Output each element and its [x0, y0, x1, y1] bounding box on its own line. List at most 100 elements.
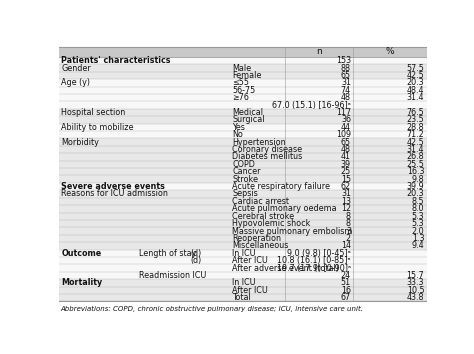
Text: 39.9: 39.9: [407, 182, 424, 191]
Text: 20.3: 20.3: [407, 189, 424, 199]
Text: 20.3: 20.3: [407, 78, 424, 87]
Text: 25: 25: [341, 167, 351, 176]
Text: 65: 65: [341, 138, 351, 147]
Text: 71.2: 71.2: [407, 130, 424, 139]
Text: Gender: Gender: [62, 63, 91, 73]
Text: Outcome: Outcome: [62, 249, 102, 258]
Text: 16: 16: [341, 286, 351, 295]
Text: 62: 62: [341, 182, 351, 191]
Text: Miscellaneous: Miscellaneous: [232, 241, 289, 250]
Text: 57.5: 57.5: [407, 63, 424, 73]
Text: Age (y): Age (y): [62, 78, 91, 87]
Bar: [59, 264, 427, 272]
Text: 8.5: 8.5: [412, 197, 424, 206]
Text: 3: 3: [346, 227, 351, 235]
Text: 5.3: 5.3: [412, 212, 424, 221]
Text: Female: Female: [232, 71, 262, 80]
Bar: [59, 212, 427, 220]
Text: Total: Total: [232, 293, 251, 302]
Text: 8: 8: [346, 219, 351, 228]
Text: 33.3: 33.3: [407, 278, 424, 287]
Text: Reasons for ICU admission: Reasons for ICU admission: [62, 189, 168, 199]
Text: 36: 36: [341, 115, 351, 124]
Text: Hypovolemic shock: Hypovolemic shock: [232, 219, 310, 228]
Bar: [59, 109, 427, 116]
Bar: [59, 138, 427, 146]
Text: 74: 74: [341, 86, 351, 95]
Text: 31: 31: [341, 78, 351, 87]
Text: 88: 88: [341, 63, 351, 73]
Text: 109: 109: [336, 130, 351, 139]
Bar: [59, 161, 427, 168]
Text: 28.8: 28.8: [407, 123, 424, 132]
Text: 42.5: 42.5: [407, 71, 424, 80]
Text: 9.8: 9.8: [412, 175, 424, 184]
Bar: [59, 242, 427, 250]
Text: 48: 48: [341, 93, 351, 102]
Text: Medical: Medical: [232, 108, 263, 117]
Text: 1.3: 1.3: [412, 234, 424, 243]
Text: 39: 39: [341, 160, 351, 169]
Text: 67.0 (15.1) [16-96]ᵃ: 67.0 (15.1) [16-96]ᵃ: [272, 101, 351, 110]
Text: 10.8 (16.1) [0-85]ᵃ: 10.8 (16.1) [0-85]ᵃ: [277, 256, 351, 265]
Bar: [59, 57, 427, 64]
Text: Male: Male: [232, 63, 251, 73]
Text: 117: 117: [336, 108, 351, 117]
Text: 19.7 (17.9) [0-90]ᵃ: 19.7 (17.9) [0-90]ᵃ: [277, 264, 351, 273]
Text: 48: 48: [341, 145, 351, 154]
Bar: [59, 287, 427, 294]
Text: Yes: Yes: [232, 123, 245, 132]
Text: 23.5: 23.5: [407, 115, 424, 124]
Bar: [59, 250, 427, 257]
Text: Mortality: Mortality: [62, 278, 103, 287]
Text: 16.3: 16.3: [407, 167, 424, 176]
Bar: [59, 94, 427, 101]
Text: Length of stay: Length of stay: [138, 249, 196, 258]
Bar: [59, 183, 427, 190]
Text: Hospital section: Hospital section: [62, 108, 126, 117]
Text: ≥76: ≥76: [232, 93, 249, 102]
Bar: [59, 47, 427, 57]
Bar: [59, 124, 427, 131]
Text: Acute pulmonary oedema: Acute pulmonary oedema: [232, 204, 337, 213]
Bar: [59, 198, 427, 205]
Text: n: n: [316, 47, 322, 56]
Text: Cancer: Cancer: [232, 167, 261, 176]
Text: Patients' characteristics: Patients' characteristics: [62, 56, 171, 65]
Text: In ICU: In ICU: [232, 249, 256, 258]
Text: 26.8: 26.8: [407, 153, 424, 161]
Text: 67: 67: [341, 293, 351, 302]
Text: After adverse event (total): After adverse event (total): [232, 264, 339, 273]
Bar: [59, 168, 427, 176]
Bar: [59, 227, 427, 235]
Text: 31: 31: [341, 189, 351, 199]
Text: Surgical: Surgical: [232, 115, 265, 124]
Text: (d): (d): [190, 256, 201, 265]
Bar: [59, 176, 427, 183]
Text: 41: 41: [341, 153, 351, 161]
Bar: [59, 116, 427, 124]
Text: 13: 13: [341, 197, 351, 206]
Bar: [59, 294, 427, 301]
Text: 10.5: 10.5: [407, 286, 424, 295]
Text: %: %: [385, 47, 394, 56]
Text: 76.5: 76.5: [407, 108, 424, 117]
Text: 8.0: 8.0: [412, 204, 424, 213]
Text: Severe adverse events: Severe adverse events: [62, 182, 165, 191]
Bar: [59, 235, 427, 242]
Text: After ICU: After ICU: [232, 286, 268, 295]
Bar: [59, 79, 427, 87]
Text: Hypertension: Hypertension: [232, 138, 286, 147]
Text: 42.5: 42.5: [407, 138, 424, 147]
Text: 12: 12: [341, 204, 351, 213]
Text: 56-75: 56-75: [232, 86, 255, 95]
Bar: [59, 190, 427, 198]
Text: In ICU: In ICU: [232, 278, 256, 287]
Text: 65: 65: [341, 71, 351, 80]
Text: 31.4: 31.4: [407, 145, 424, 154]
Text: 24: 24: [341, 271, 351, 280]
Text: 15: 15: [341, 175, 351, 184]
Bar: [59, 257, 427, 264]
Text: Diabetes mellitus: Diabetes mellitus: [232, 153, 302, 161]
Text: 2: 2: [346, 234, 351, 243]
